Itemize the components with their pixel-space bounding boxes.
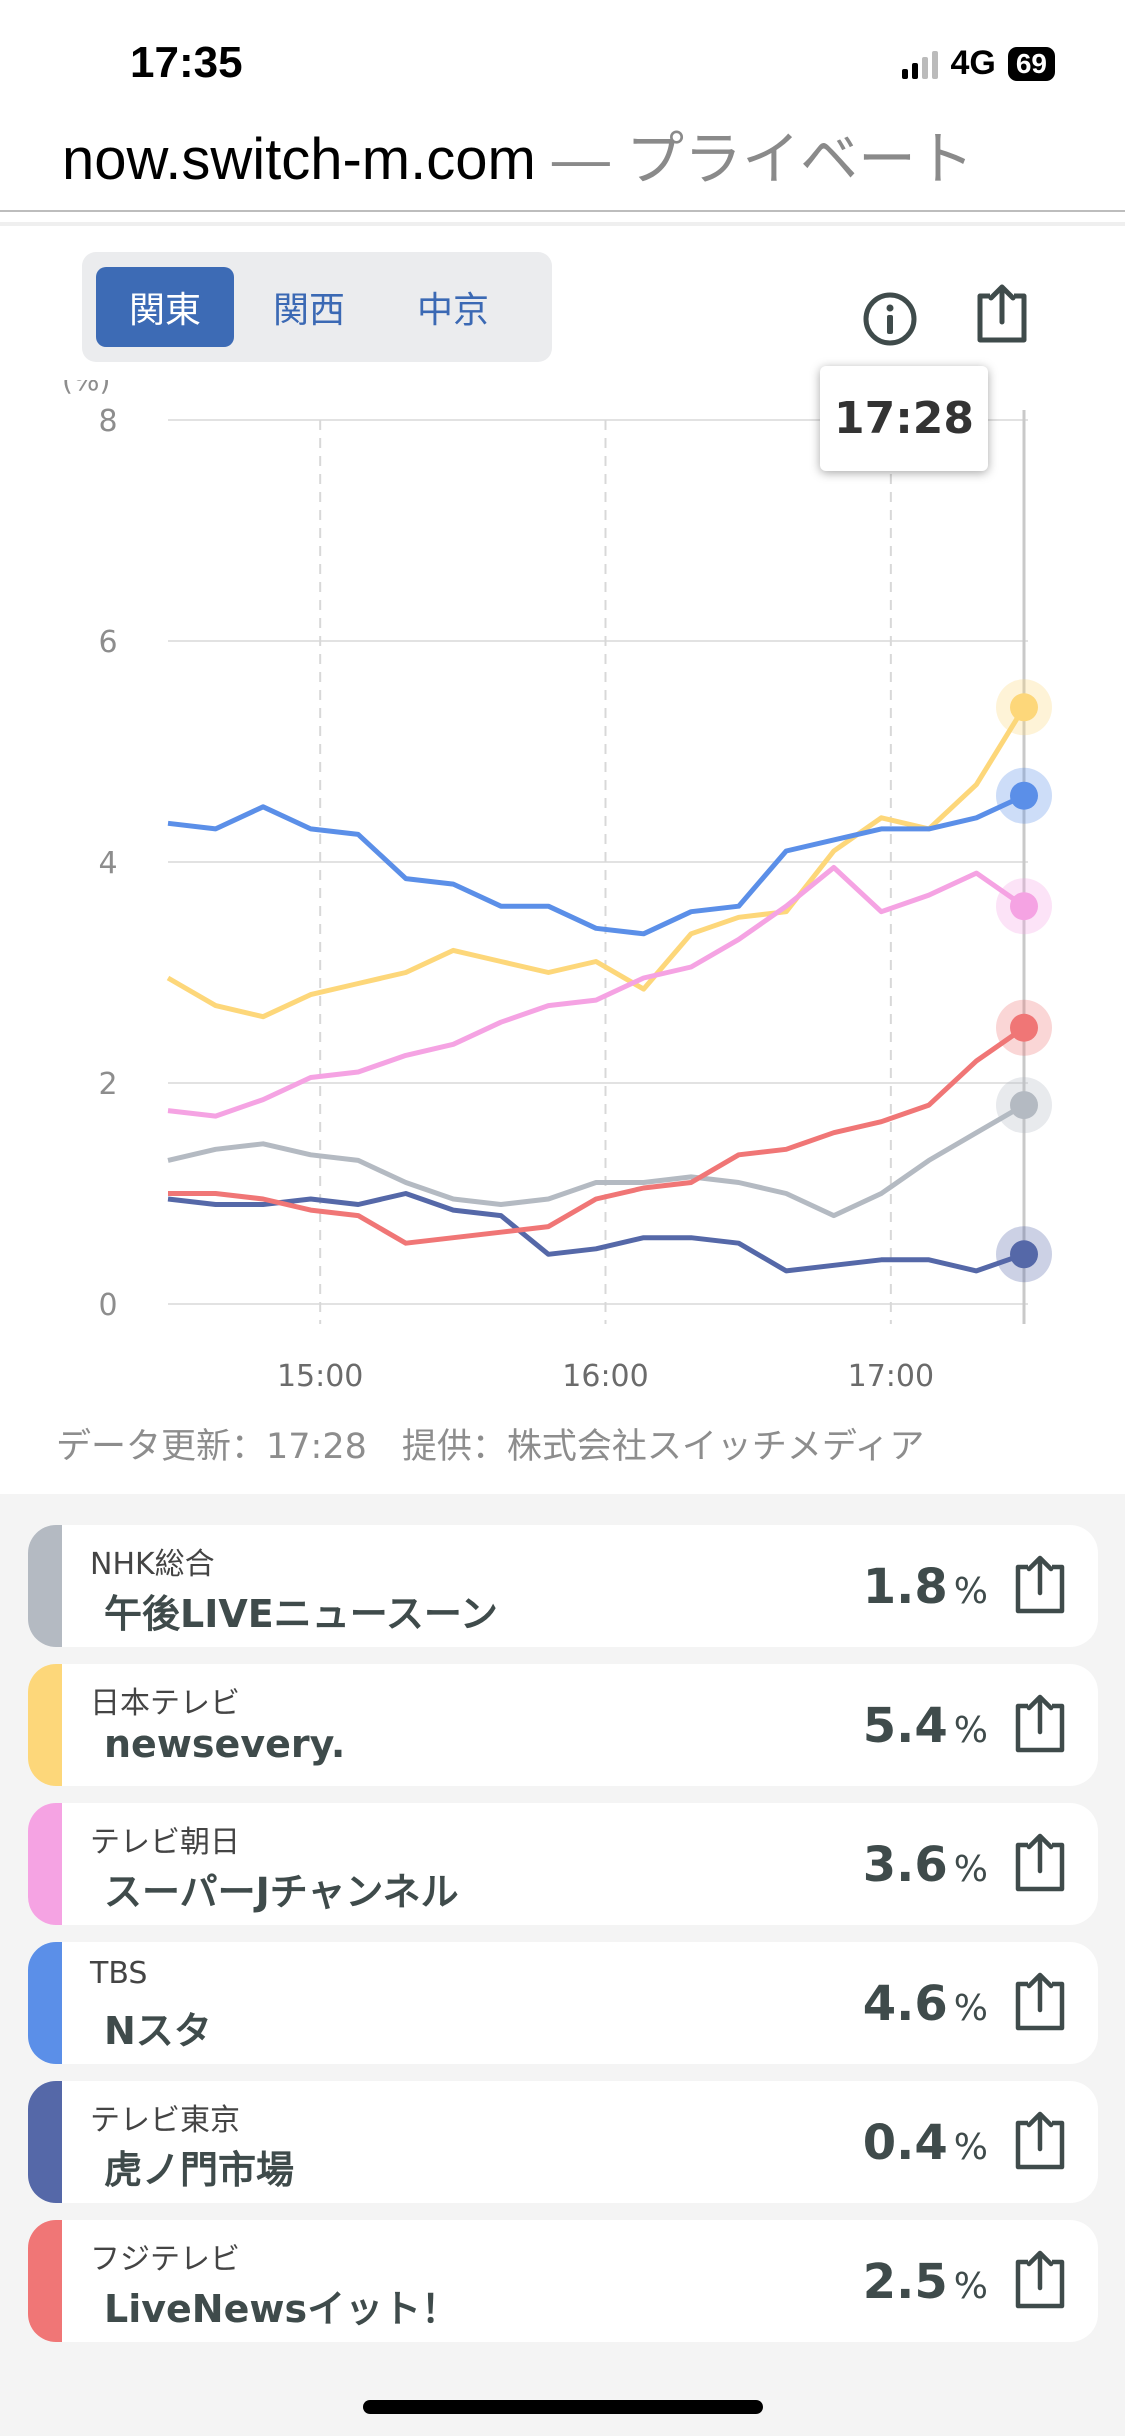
endpoint-marker (1010, 892, 1038, 921)
channel-color-strip (28, 1942, 62, 2064)
series-line-4 (167, 1191, 1025, 1274)
series-line-2 (167, 865, 1026, 1119)
channel-card[interactable]: NHK総合 午後LIVEニュースーン 1.8% (28, 1525, 1098, 1647)
program-title: スーパーJチャンネル (104, 1870, 459, 1914)
channel-name: TBS (90, 1956, 148, 1991)
program-title: Nスタ (104, 2009, 212, 2053)
signal-icon (902, 49, 939, 79)
rating-value: 4.6% (863, 1976, 988, 2032)
rating-value: 1.8% (863, 1559, 988, 1615)
channel-card[interactable]: フジテレビ LiveNewsイット！ 2.5% (28, 2220, 1098, 2342)
divider (0, 222, 1125, 226)
program-title: LiveNewsイット！ (104, 2287, 460, 2331)
status-indicators: 4G 69 (902, 44, 1055, 83)
y-tick-label: 8 (98, 404, 117, 439)
rating-value: 3.6% (863, 1837, 988, 1893)
rating-unit: % (953, 1710, 988, 1751)
rating-unit: % (953, 1849, 988, 1890)
y-axis-unit: (%) (62, 380, 110, 397)
series-line-1 (166, 705, 1027, 1020)
y-tick-label: 0 (98, 1288, 117, 1323)
x-tick-label: 15:00 (277, 1359, 363, 1394)
private-mode-label: — プライベート (535, 127, 975, 192)
share-icon[interactable] (970, 282, 1034, 346)
endpoint-marker (1010, 1013, 1038, 1042)
endpoint-marker (1010, 781, 1038, 810)
rating-value: 5.4% (863, 1698, 988, 1754)
tab-kansai[interactable]: 関西 (272, 290, 345, 331)
ratings-chart[interactable]: (%) 0 2 4 6 8 15:00 16:00 17:00 (0, 380, 1125, 1410)
rating-number: 0.4 (862, 2115, 948, 2171)
rating-number: 4.6 (862, 1976, 948, 2032)
rating-number: 5.4 (862, 1698, 948, 1754)
share-icon[interactable] (1010, 2248, 1070, 2312)
channel-card[interactable]: テレビ朝日 スーパーJチャンネル 3.6% (28, 1803, 1098, 1925)
endpoint-marker (1010, 1240, 1038, 1269)
channel-name: NHK総合 (90, 1547, 215, 1582)
channel-card[interactable]: テレビ東京 虎ノ門市場 0.4% (28, 2081, 1098, 2203)
network-type: 4G (950, 44, 996, 82)
divider (0, 210, 1125, 212)
url-host: now.switch-m.com (62, 127, 536, 192)
endpoint-marker (1010, 693, 1038, 722)
channel-name: フジテレビ (90, 2242, 240, 2277)
rating-number: 3.6 (862, 1837, 948, 1893)
rating-unit: % (953, 1571, 988, 1612)
channel-name: 日本テレビ (90, 1686, 240, 1721)
rating-unit: % (953, 2266, 988, 2307)
channel-card[interactable]: 日本テレビ newsevery. 5.4% (28, 1664, 1098, 1786)
rating-value: 2.5% (863, 2254, 988, 2310)
address-bar[interactable]: now.switch-m.com — プライベート (62, 112, 974, 196)
share-icon[interactable] (1010, 1553, 1070, 1617)
home-indicator[interactable] (363, 2400, 763, 2414)
y-tick-label: 2 (98, 1067, 117, 1102)
share-icon[interactable] (1010, 1970, 1070, 2034)
x-tick-label: 17:00 (848, 1359, 934, 1394)
channel-color-strip (28, 1664, 62, 1786)
program-title: 午後LIVEニュースーン (104, 1592, 498, 1636)
rating-unit: % (953, 1988, 988, 2029)
share-icon[interactable] (1010, 2109, 1070, 2173)
series-line-0 (167, 1102, 1026, 1219)
data-update-note: データ更新：17:28 提供：株式会社スイッチメディア (56, 1427, 925, 1467)
channel-name: テレビ東京 (90, 2103, 240, 2138)
channel-list: NHK総合 午後LIVEニュースーン 1.8% 日本テレビ newsevery.… (0, 1494, 1125, 2436)
rating-number: 1.8 (862, 1559, 948, 1615)
cursor-tooltip: 17:28 (820, 366, 988, 471)
rating-unit: % (953, 2127, 988, 2168)
endpoint-marker (1010, 1091, 1038, 1120)
battery-icon: 69 (1007, 46, 1055, 81)
channel-color-strip (28, 2220, 62, 2342)
channel-color-strip (28, 2081, 62, 2203)
share-icon[interactable] (1010, 1831, 1070, 1895)
share-icon[interactable] (1010, 1692, 1070, 1756)
y-tick-label: 4 (98, 846, 117, 881)
channel-color-strip (28, 1525, 62, 1647)
channel-card[interactable]: TBS Nスタ 4.6% (28, 1942, 1098, 2064)
x-tick-label: 16:00 (562, 1359, 648, 1394)
rating-number: 2.5 (862, 2254, 948, 2310)
program-title: 虎ノ門市場 (104, 2148, 295, 2192)
y-tick-label: 6 (98, 625, 117, 660)
tab-chukyo[interactable]: 中京 (416, 290, 489, 331)
tab-kanto[interactable]: 関東 (96, 267, 234, 347)
series-line-5 (168, 1025, 1026, 1246)
series-line-3 (167, 793, 1026, 937)
channel-name: テレビ朝日 (90, 1825, 240, 1860)
rating-value: 0.4% (863, 2115, 988, 2171)
status-time: 17:35 (130, 38, 243, 87)
info-icon[interactable] (858, 287, 922, 351)
channel-color-strip (28, 1803, 62, 1925)
program-title: newsevery. (104, 1722, 346, 1766)
region-tabs: 関東 関西 中京 (82, 252, 552, 362)
